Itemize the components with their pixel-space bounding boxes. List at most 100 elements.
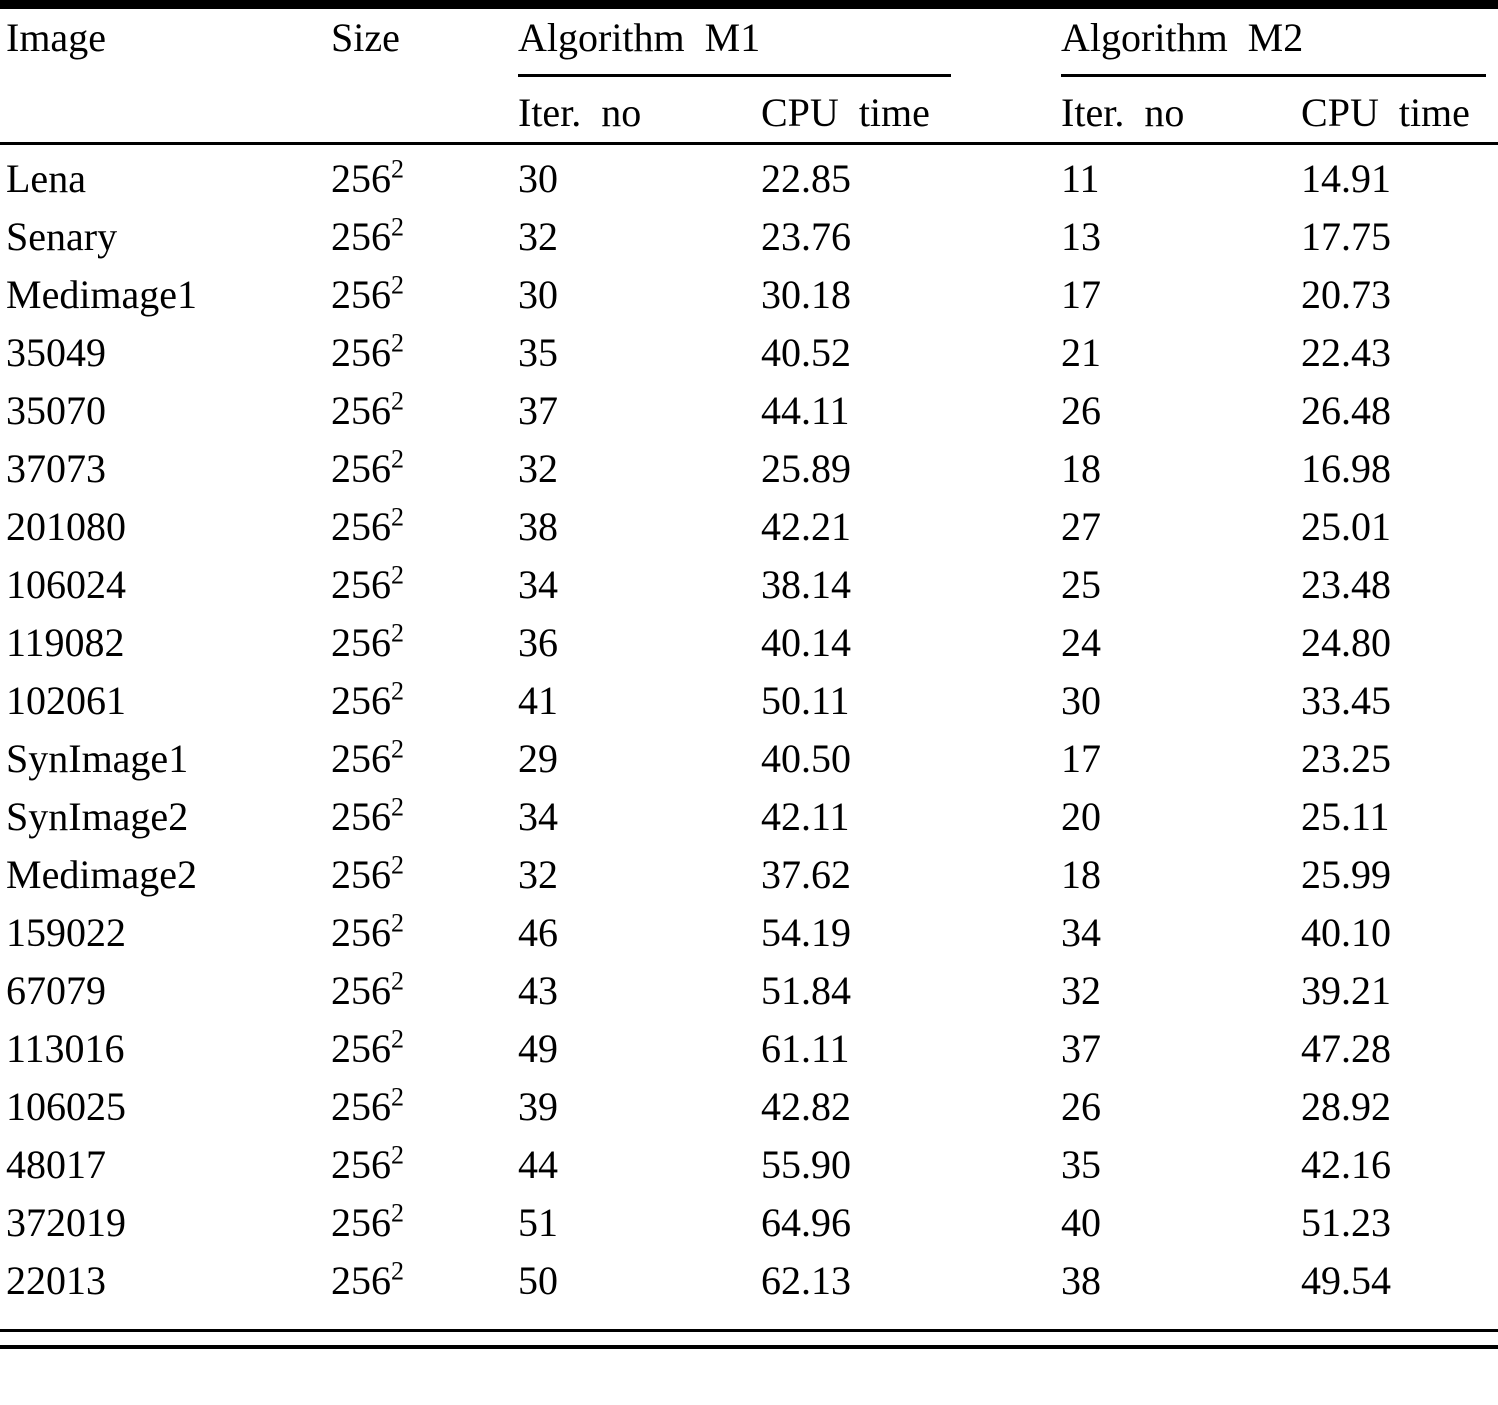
cell-image: 201080 (6, 504, 126, 549)
column-header-m2-iter: Iter. no (1061, 90, 1185, 135)
cell-size: 2562 (331, 1140, 404, 1187)
size-exponent: 2 (391, 676, 404, 706)
cell-m2-iter: 17 (1061, 272, 1102, 317)
size-exponent: 2 (391, 212, 404, 242)
table-row: 201080 2562 38 42.21 27 25.01 (0, 498, 1498, 556)
cell-image: 106024 (6, 562, 126, 607)
header-row-subcolumns: Iter. no CPU time Iter. no CPU time (0, 84, 1498, 144)
cell-m2-cpu: 24.80 (1301, 620, 1392, 665)
table-row: 106024 2562 34 38.14 25 23.48 (0, 556, 1498, 614)
cell-m2-cpu: 26.48 (1301, 388, 1392, 433)
cell-size: 2562 (331, 386, 404, 433)
cell-size: 2562 (331, 212, 404, 259)
cell-m2-iter: 18 (1061, 852, 1102, 897)
cell-m1-iter: 43 (518, 968, 558, 1013)
size-exponent: 2 (391, 734, 404, 764)
cell-image: Senary (6, 214, 118, 259)
results-table: Image Size Algorithm M1 Algorithm M2 Ite… (0, 0, 1498, 1316)
cell-m2-iter: 27 (1061, 504, 1102, 549)
table-row: 119082 2562 36 40.14 24 24.80 (0, 614, 1498, 672)
cell-m1-iter: 36 (518, 620, 558, 665)
cell-m2-cpu: 25.11 (1301, 794, 1390, 839)
cell-image: 113016 (6, 1026, 125, 1071)
table-header: Image Size Algorithm M1 Algorithm M2 Ite… (0, 5, 1498, 144)
cell-m2-iter: 21 (1061, 330, 1102, 375)
cell-m1-iter: 51 (518, 1200, 558, 1245)
cell-m2-iter: 38 (1061, 1258, 1102, 1303)
cell-m1-iter: 30 (518, 156, 558, 201)
cell-size: 2562 (331, 1256, 404, 1303)
cell-m2-cpu: 47.28 (1301, 1026, 1392, 1071)
size-exponent: 2 (391, 1140, 404, 1170)
cell-m1-iter: 32 (518, 852, 558, 897)
cell-image: 372019 (6, 1200, 126, 1245)
column-group-m1-label: Algorithm M1 (518, 16, 952, 77)
cell-m1-cpu: 40.52 (761, 330, 851, 375)
cell-m2-iter: 26 (1061, 388, 1102, 433)
cell-m2-cpu: 20.73 (1301, 272, 1392, 317)
table-row: Senary 2562 32 23.76 13 17.75 (0, 208, 1498, 266)
cell-size: 2562 (331, 328, 404, 375)
cell-m2-cpu: 33.45 (1301, 678, 1392, 723)
size-exponent: 2 (391, 502, 404, 532)
cell-m1-cpu: 64.96 (761, 1200, 851, 1245)
cell-m1-iter: 32 (518, 446, 558, 491)
cell-size: 2562 (331, 676, 404, 723)
cell-m1-iter: 30 (518, 272, 558, 317)
cell-m2-iter: 24 (1061, 620, 1102, 665)
column-group-m2-label: Algorithm M2 (1061, 16, 1487, 77)
cell-m1-iter: 49 (518, 1026, 558, 1071)
cell-m2-iter: 32 (1061, 968, 1102, 1013)
table-row: SynImage1 2562 29 40.50 17 23.25 (0, 730, 1498, 788)
table-row: 35049 2562 35 40.52 21 22.43 (0, 324, 1498, 382)
cell-image: 106025 (6, 1084, 126, 1129)
column-header-size-label: Size (331, 15, 400, 60)
cell-size: 2562 (331, 444, 404, 491)
cell-m2-iter: 17 (1061, 736, 1102, 781)
size-exponent: 2 (391, 966, 404, 996)
cell-m2-cpu: 22.43 (1301, 330, 1392, 375)
cell-m1-cpu: 61.11 (761, 1026, 850, 1071)
column-header-image-label: Image (6, 15, 106, 60)
column-header-size: Size (325, 5, 512, 144)
table-row: SynImage2 2562 34 42.11 20 25.11 (0, 788, 1498, 846)
cell-m2-cpu: 39.21 (1301, 968, 1392, 1013)
cell-size: 2562 (331, 1198, 404, 1245)
cell-image: 48017 (6, 1142, 106, 1187)
column-group-algorithm-m1: Algorithm M1 (512, 5, 1055, 85)
cell-m2-cpu: 14.91 (1301, 156, 1392, 201)
cell-image: 35070 (6, 388, 106, 433)
cell-m1-iter: 38 (518, 504, 558, 549)
cell-m1-iter: 32 (518, 214, 558, 259)
size-exponent: 2 (391, 1256, 404, 1286)
cell-m1-iter: 39 (518, 1084, 558, 1129)
cell-m1-cpu: 55.90 (761, 1142, 851, 1187)
cell-m1-iter: 41 (518, 678, 558, 723)
column-header-image: Image (0, 5, 325, 144)
cell-m2-cpu: 25.01 (1301, 504, 1392, 549)
cell-m1-cpu: 40.50 (761, 736, 851, 781)
table-body: Lena 2562 30 22.85 11 14.91 Senary 2562 … (0, 144, 1498, 1316)
cell-size: 2562 (331, 792, 404, 839)
size-exponent: 2 (391, 618, 404, 648)
column-header-m2-cpu: CPU time (1301, 90, 1470, 135)
cell-size: 2562 (331, 908, 404, 955)
table-row: Medimage2 2562 32 37.62 18 25.99 (0, 846, 1498, 904)
cell-size: 2562 (331, 618, 404, 665)
table-row: 102061 2562 41 50.11 30 33.45 (0, 672, 1498, 730)
cell-image: 22013 (6, 1258, 106, 1303)
cell-image: 102061 (6, 678, 126, 723)
cell-m1-cpu: 42.82 (761, 1084, 851, 1129)
cell-m2-iter: 11 (1061, 156, 1100, 201)
cell-m1-iter: 46 (518, 910, 558, 955)
cell-m2-cpu: 23.25 (1301, 736, 1392, 781)
cell-m1-cpu: 40.14 (761, 620, 851, 665)
cell-m1-iter: 44 (518, 1142, 558, 1187)
size-exponent: 2 (391, 850, 404, 880)
cell-m1-iter: 29 (518, 736, 558, 781)
cell-image: 37073 (6, 446, 106, 491)
cell-size: 2562 (331, 502, 404, 549)
cell-size: 2562 (331, 1024, 404, 1071)
cell-m1-cpu: 38.14 (761, 562, 851, 607)
cell-m1-iter: 35 (518, 330, 558, 375)
